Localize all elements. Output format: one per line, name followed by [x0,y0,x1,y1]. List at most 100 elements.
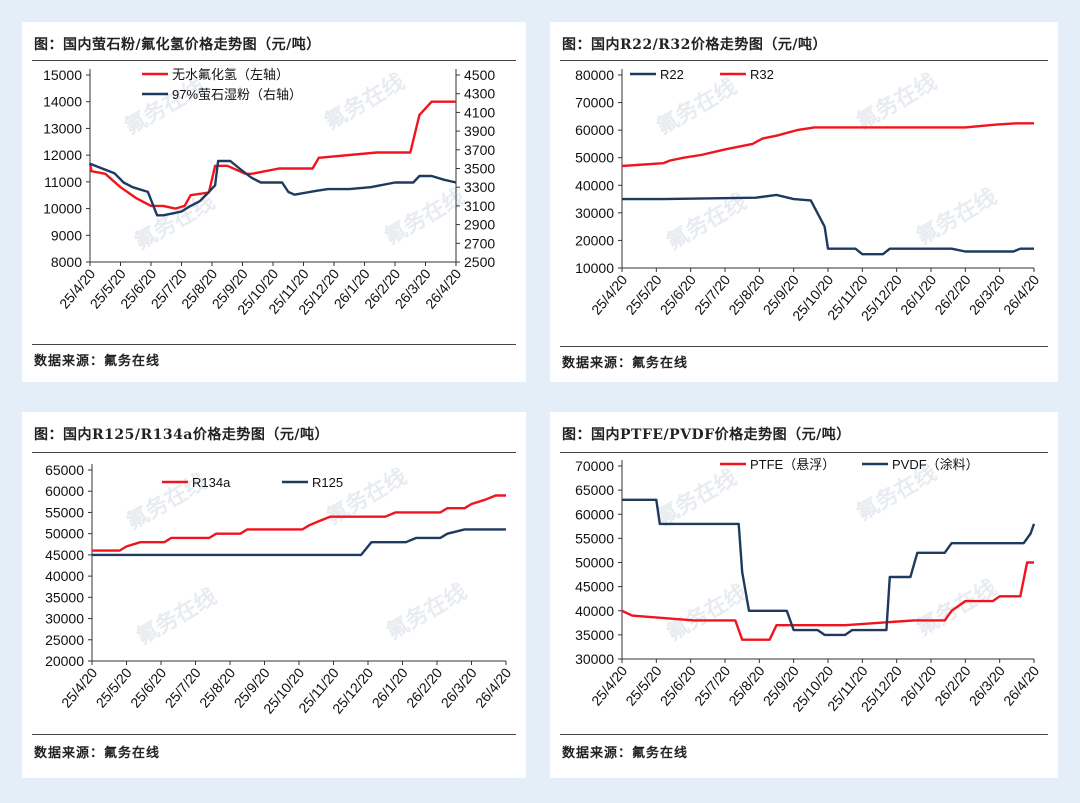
x-tick-label: 25/4/20 [58,664,100,710]
source-note: 数据来源：氟务在线 [34,746,161,761]
y-tick-label: 20000 [45,653,84,669]
x-tick-label: 26/2/20 [403,664,445,710]
source-note: 数据来源：氟务在线 [562,356,689,371]
chart-title: 图：国内R22/R32价格走势图（元/吨） [562,37,827,53]
y-tick-label: 11000 [44,174,82,190]
legend-label: 无水氟化氢（左轴） [172,67,289,82]
x-tick-label: 26/4/20 [472,664,514,710]
x-tick-label: 25/5/20 [93,664,135,710]
x-tick-label: 25/5/20 [622,271,664,317]
y-tick-label: 15000 [43,67,82,83]
series-line-red [621,122,1034,168]
x-tick-label: 25/5/20 [622,662,664,708]
x-tick-label: 25/6/20 [657,662,699,708]
x-tick-label: 26/3/20 [966,271,1008,317]
title-divider [32,452,516,453]
y-tick-label: 25000 [45,632,84,648]
y-tick-label: 35000 [575,627,614,643]
watermark-text: 氟务在线 [382,579,471,646]
x-tick-label: 26/4/20 [1000,271,1042,317]
watermark-text: 氟务在线 [132,584,221,651]
chart-panel-r125-r134a: 图：国内R125/R134a价格走势图（元/吨） 氟务在线 氟务在线 氟务在线 氟务在… [22,412,526,778]
x-tick-label: 25/4/20 [588,662,630,708]
source-divider [560,346,1048,347]
y-tick-label: 10000 [575,260,614,276]
y-tick-label: 30000 [45,611,84,627]
y-right-tick-label: 3100 [464,198,495,214]
x-tick-label: 25/7/20 [691,271,733,317]
y-tick-label: 14000 [43,94,82,110]
y-tick-label: 40000 [575,177,614,193]
y-right-tick-label: 3500 [464,161,495,177]
y-tick-label: 60000 [45,483,84,499]
title-divider [560,452,1048,453]
y-tick-label: 35000 [45,589,84,605]
legend-label: R22 [660,67,684,82]
y-tick-label: 8000 [51,254,82,270]
y-right-tick-label: 2500 [464,254,495,270]
y-right-tick-label: 3700 [464,142,495,158]
title-divider [32,60,516,61]
y-tick-label: 65000 [575,482,614,498]
x-tick-label: 25/7/20 [691,662,733,708]
watermark-text: 氟务在线 [320,69,409,136]
watermark-text: 氟务在线 [852,69,941,136]
y-tick-label: 20000 [575,232,614,248]
watermark-text: 氟务在线 [322,464,411,531]
legend-label: R32 [750,67,774,82]
watermark-text: 氟务在线 [652,465,741,532]
y-tick-label: 55000 [45,504,84,520]
source-divider [32,344,516,345]
x-tick-label: 25/8/20 [725,662,767,708]
legend-label: R125 [312,475,343,490]
y-tick-label: 70000 [575,458,614,474]
y-right-tick-label: 4300 [464,86,495,102]
y-tick-label: 55000 [575,530,614,546]
x-tick-label: 25/8/20 [196,664,238,710]
y-tick-label: 13000 [43,120,82,136]
y-right-tick-label: 2900 [464,217,495,233]
y-tick-label: 80000 [575,67,614,83]
y-tick-label: 50000 [575,555,614,571]
x-tick-label: 26/3/20 [966,662,1008,708]
x-tick-label: 26/1/20 [897,271,939,317]
chart-title: 图：国内R125/R134a价格走势图（元/吨） [34,427,330,443]
y-tick-label: 65000 [45,462,84,478]
legend-label: PVDF（涂料） [892,457,979,472]
chart-panel-fluorite-hf: 图：国内萤石粉/氟化氢价格走势图（元/吨） 氟务在线 氟务在线 氟务在线 氟务在线 80… [22,22,526,382]
y-tick-label: 45000 [575,579,614,595]
x-tick-label: 25/6/20 [127,664,169,710]
y-tick-label: 9000 [51,227,82,243]
legend-label: R134a [192,475,231,490]
y-tick-label: 60000 [575,122,614,138]
legend-label: 97%萤石湿粉（右轴） [172,87,302,102]
chart-title: 图：国内萤石粉/氟化氢价格走势图（元/吨） [34,37,321,53]
y-tick-label: 60000 [575,506,614,522]
y-tick-label: 50000 [45,526,84,542]
y-tick-label: 40000 [45,568,84,584]
x-tick-label: 26/1/20 [897,662,939,708]
title-divider [560,60,1048,61]
x-tick-label: 26/2/20 [931,271,973,317]
x-tick-label: 26/3/20 [438,664,480,710]
y-right-tick-label: 3900 [464,123,495,139]
y-tick-label: 70000 [575,95,614,111]
y-tick-label: 12000 [43,147,82,163]
x-tick-label: 25/4/20 [588,271,630,317]
y-right-tick-label: 4500 [464,67,495,83]
source-note: 数据来源：氟务在线 [34,354,161,369]
chart-title: 图：国内PTFE/PVDF价格走势图（元/吨） [562,427,851,443]
x-tick-label: 26/1/20 [369,664,411,710]
watermark-text: 氟务在线 [662,580,751,647]
chart-panel-r22-r32: 图：国内R22/R32价格走势图（元/吨） 氟务在线 氟务在线 氟务在线 氟务在线 10… [550,22,1058,382]
y-tick-label: 40000 [575,603,614,619]
source-divider [32,734,516,735]
source-note: 数据来源：氟务在线 [562,746,689,761]
chart-panel-ptfe-pvdf: 图：国内PTFE/PVDF价格走势图（元/吨） 氟务在线 氟务在线 氟务在线 氟务在线… [550,412,1058,778]
y-tick-label: 50000 [575,150,614,166]
x-tick-label: 26/2/20 [931,662,973,708]
